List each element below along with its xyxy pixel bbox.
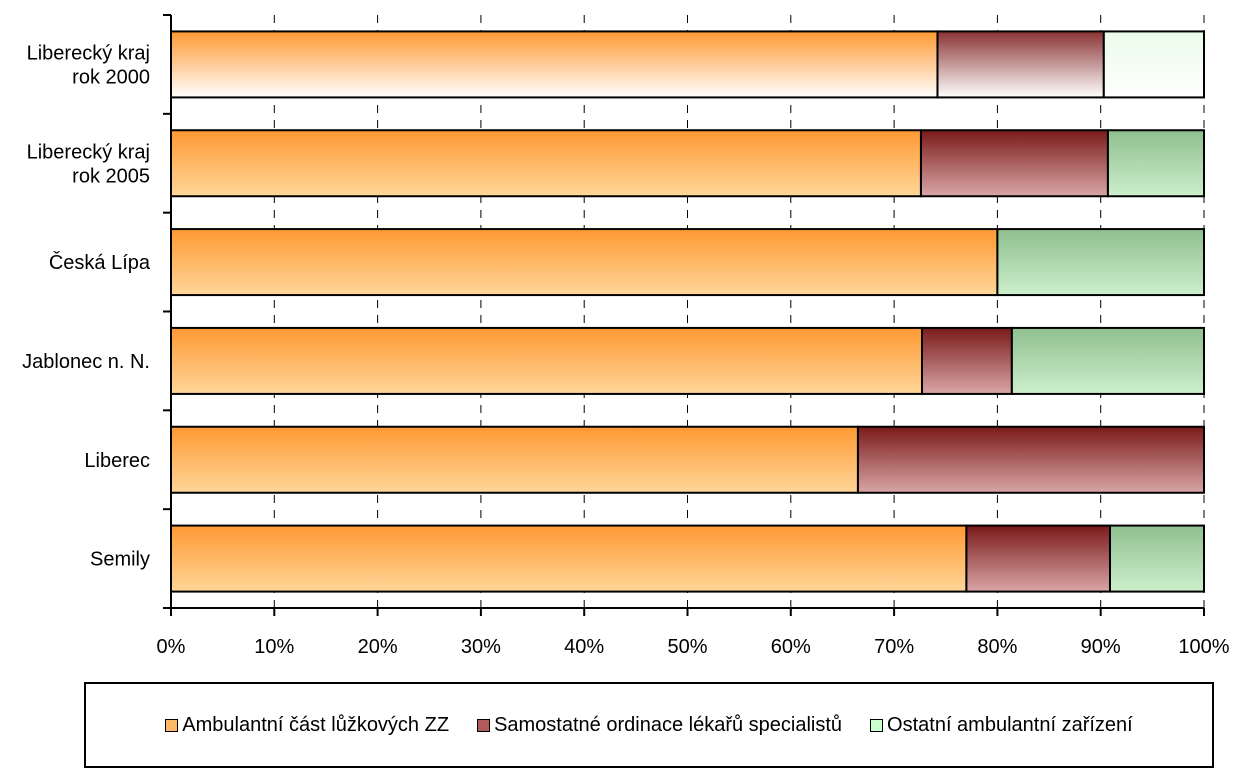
- bar-segment: [1108, 524, 1205, 593]
- bar-segment: [170, 326, 923, 395]
- x-tick-label: 10%: [254, 636, 294, 658]
- legend-item-ostatni-zarizeni: Ostatní ambulantní zařízení: [870, 714, 1133, 737]
- bars: [170, 30, 1206, 593]
- x-tick-label: 50%: [667, 636, 707, 658]
- bar-segment: [920, 326, 1013, 395]
- x-tick-label: 40%: [564, 636, 604, 658]
- bar-segment: [965, 524, 1111, 593]
- bar-segment: [936, 30, 1105, 99]
- axes: [163, 14, 1205, 616]
- bar-segment: [170, 30, 939, 99]
- category-label: Semily: [90, 549, 150, 571]
- bar-segment: [856, 425, 1205, 494]
- category-label: Liberecký kraj rok 2005: [27, 141, 150, 187]
- category-label: Česká Lípa: [49, 251, 151, 274]
- legend: Ambulantní část lůžkových ZZ Samostatné …: [84, 682, 1214, 768]
- x-tick-label: 30%: [461, 636, 501, 658]
- legend-swatch: [477, 718, 491, 732]
- bar-segment: [996, 228, 1206, 297]
- legend-label: Ostatní ambulantní zařízení: [887, 713, 1133, 736]
- bar-segment: [170, 524, 968, 593]
- legend-label: Ambulantní část lůžkových ZZ: [182, 713, 450, 736]
- x-tick-label: 20%: [358, 636, 398, 658]
- bar-segment: [170, 228, 999, 297]
- bar-segment: [1010, 326, 1205, 395]
- stacked-bar-chart: Liberecký kraj rok 2000 Liberecký kraj rok …: [22, 14, 1230, 658]
- gridlines: [273, 15, 1205, 608]
- bar-segment: [170, 129, 922, 198]
- x-tick-label: 80%: [977, 636, 1017, 658]
- x-tick-label: 60%: [771, 636, 811, 658]
- legend-swatch: [165, 718, 179, 732]
- legend-label: Samostatné ordinace lékařů specialistů: [494, 713, 843, 736]
- x-tick-label: 70%: [874, 636, 914, 658]
- x-tick-labels: 0% 10% 20% 30% 40% 50% 60% 70% 80% 90% 100%: [157, 636, 1230, 658]
- x-tick-label: 0%: [157, 636, 186, 658]
- legend-item-samostatne-ordinace: Samostatné ordinace lékařů specialistů: [477, 714, 842, 737]
- category-labels: Liberecký kraj rok 2000 Liberecký kraj rok …: [22, 42, 151, 570]
- bar-segment: [170, 425, 859, 494]
- legend-swatch: [870, 718, 884, 732]
- category-label: Jablonec n. N.: [22, 351, 150, 373]
- legend-item-ambulantni-cast: Ambulantní část lůžkových ZZ: [165, 714, 449, 737]
- bar-segment: [919, 129, 1109, 198]
- bar-segment: [1102, 30, 1205, 99]
- bar-segment: [1106, 129, 1206, 198]
- category-label: Liberecký kraj rok 2000: [27, 42, 150, 88]
- category-label: Liberec: [84, 450, 150, 472]
- x-tick-label: 100%: [1178, 636, 1229, 658]
- x-tick-label: 90%: [1081, 636, 1121, 658]
